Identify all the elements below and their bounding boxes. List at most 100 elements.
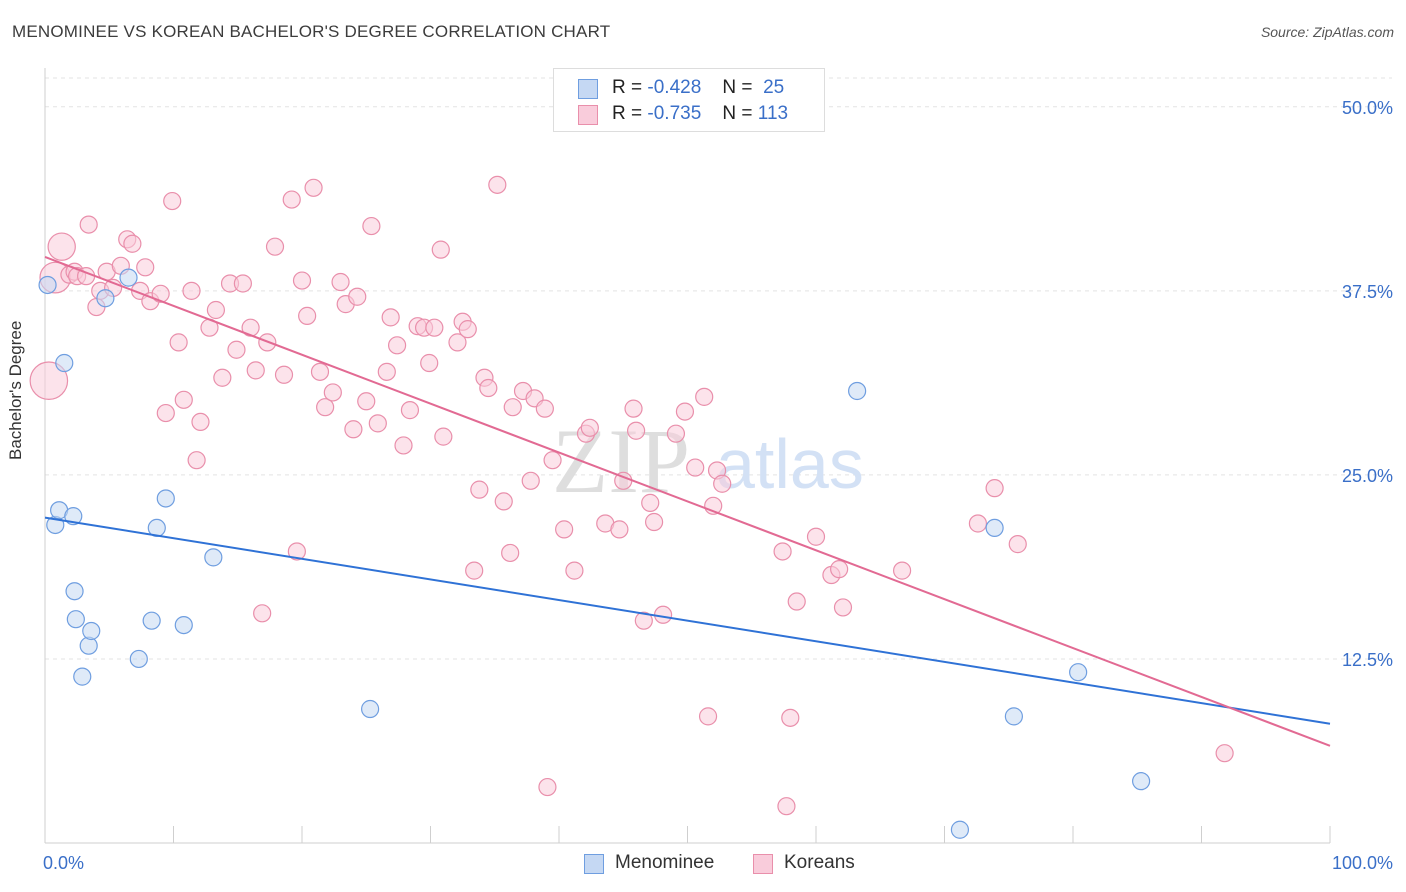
koreans-point bbox=[304, 178, 323, 197]
koreans-point bbox=[348, 287, 367, 306]
koreans-point bbox=[310, 362, 330, 381]
koreans-point bbox=[448, 333, 467, 352]
koreans-point bbox=[434, 427, 453, 446]
koreans-point bbox=[368, 414, 387, 433]
menominee-point bbox=[73, 667, 92, 686]
y-tick-label: 12.5% bbox=[1342, 650, 1393, 670]
legend-r-value: -0.428 bbox=[647, 77, 702, 98]
koreans-point bbox=[830, 560, 849, 579]
watermark-atlas: atlas bbox=[716, 425, 864, 503]
menominee-point bbox=[985, 518, 1004, 538]
data-points bbox=[29, 175, 1234, 839]
koreans-point bbox=[494, 492, 513, 511]
koreans-point bbox=[833, 598, 853, 617]
y-tick-label: 25.0% bbox=[1342, 466, 1393, 486]
koreans-point bbox=[187, 451, 206, 470]
koreans-point bbox=[377, 362, 396, 381]
koreans-point bbox=[174, 390, 193, 409]
koreans-point bbox=[686, 458, 705, 477]
chart-title: MENOMINEE VS KOREAN BACHELOR'S DEGREE CO… bbox=[12, 22, 611, 41]
koreans-point bbox=[521, 471, 540, 490]
menominee-point bbox=[64, 507, 83, 526]
koreans-point bbox=[479, 378, 498, 398]
menominee-point bbox=[1004, 707, 1023, 726]
menominee-point bbox=[142, 611, 161, 630]
koreans-point bbox=[698, 707, 718, 726]
koreans-point bbox=[213, 368, 232, 387]
menominee-point bbox=[119, 268, 138, 287]
koreans-point bbox=[282, 190, 301, 209]
menominee-point bbox=[848, 381, 867, 401]
trend-lines bbox=[44, 256, 1331, 747]
koreans-point bbox=[675, 402, 695, 421]
bottom-legend-label-menominee: Menominee bbox=[615, 852, 715, 873]
koreans-point bbox=[666, 424, 686, 443]
koreans-point bbox=[653, 605, 673, 624]
koreans-point bbox=[253, 604, 272, 623]
watermark: ZIP atlas bbox=[552, 410, 864, 512]
menominee-point bbox=[1069, 663, 1088, 682]
koreans-point bbox=[806, 527, 826, 546]
koreans-point bbox=[206, 300, 226, 320]
menominee-point bbox=[96, 289, 115, 308]
menominee-point bbox=[55, 353, 74, 373]
bottom-legend-swatch-koreans bbox=[753, 854, 773, 874]
koreans-point bbox=[182, 281, 201, 300]
menominee-point bbox=[65, 582, 84, 601]
koreans-point bbox=[274, 365, 294, 384]
koreans-point bbox=[781, 708, 800, 727]
koreans-point bbox=[713, 474, 732, 493]
koreans-point bbox=[265, 237, 285, 256]
watermark-zip: ZIP bbox=[552, 410, 690, 512]
menominee-point bbox=[361, 699, 380, 719]
koreans-point bbox=[644, 512, 664, 532]
koreans-point bbox=[624, 399, 643, 418]
koreans-point bbox=[331, 272, 350, 292]
koreans-point bbox=[634, 611, 653, 630]
koreans-point bbox=[227, 340, 246, 359]
legend-n-label: N = bbox=[722, 103, 753, 124]
menominee-point bbox=[82, 621, 101, 641]
tick-labels: 12.5% 25.0% 37.5% 50.0% 0.0% 100.0% bbox=[43, 98, 1393, 873]
koreans-point bbox=[29, 361, 69, 400]
legend-n-value: 113 bbox=[757, 103, 789, 124]
koreans-point bbox=[151, 284, 170, 303]
koreans-point bbox=[488, 175, 507, 194]
series-koreans bbox=[29, 175, 1234, 816]
menominee-point bbox=[204, 548, 223, 567]
koreans-point bbox=[501, 543, 520, 563]
koreans-point bbox=[123, 234, 142, 253]
x-tick-label-max: 100.0% bbox=[1332, 853, 1393, 873]
y-axis-label: Bachelor's Degree bbox=[6, 320, 25, 460]
koreans-trend-line bbox=[44, 256, 1331, 747]
koreans-point bbox=[580, 418, 599, 437]
legend-r-label: R = bbox=[612, 77, 643, 98]
legend-swatch-koreans bbox=[578, 105, 598, 125]
koreans-point bbox=[1215, 744, 1234, 763]
koreans-point bbox=[431, 240, 450, 259]
koreans-point bbox=[387, 336, 407, 355]
koreans-point bbox=[470, 480, 489, 499]
legend-r-label: R = bbox=[612, 103, 643, 124]
koreans-point bbox=[555, 520, 574, 539]
koreans-point bbox=[292, 271, 312, 290]
menominee-point bbox=[156, 489, 175, 508]
legend-r-value: -0.735 bbox=[647, 103, 702, 124]
koreans-point bbox=[985, 479, 1004, 498]
koreans-point bbox=[357, 392, 376, 411]
koreans-point bbox=[298, 306, 317, 325]
koreans-point bbox=[538, 777, 557, 797]
menominee-trend-line bbox=[44, 516, 1331, 725]
bottom-legend-label-koreans: Koreans bbox=[784, 852, 855, 873]
koreans-point bbox=[136, 258, 155, 277]
koreans-point bbox=[610, 520, 629, 539]
y-tick-label: 50.0% bbox=[1342, 98, 1393, 118]
koreans-point bbox=[362, 216, 381, 236]
koreans-point bbox=[535, 399, 554, 418]
menominee-point bbox=[38, 275, 57, 295]
koreans-point bbox=[163, 191, 182, 211]
menominee-point bbox=[174, 615, 193, 635]
menominee-point bbox=[79, 636, 98, 655]
legend-swatch-menominee bbox=[578, 79, 598, 99]
